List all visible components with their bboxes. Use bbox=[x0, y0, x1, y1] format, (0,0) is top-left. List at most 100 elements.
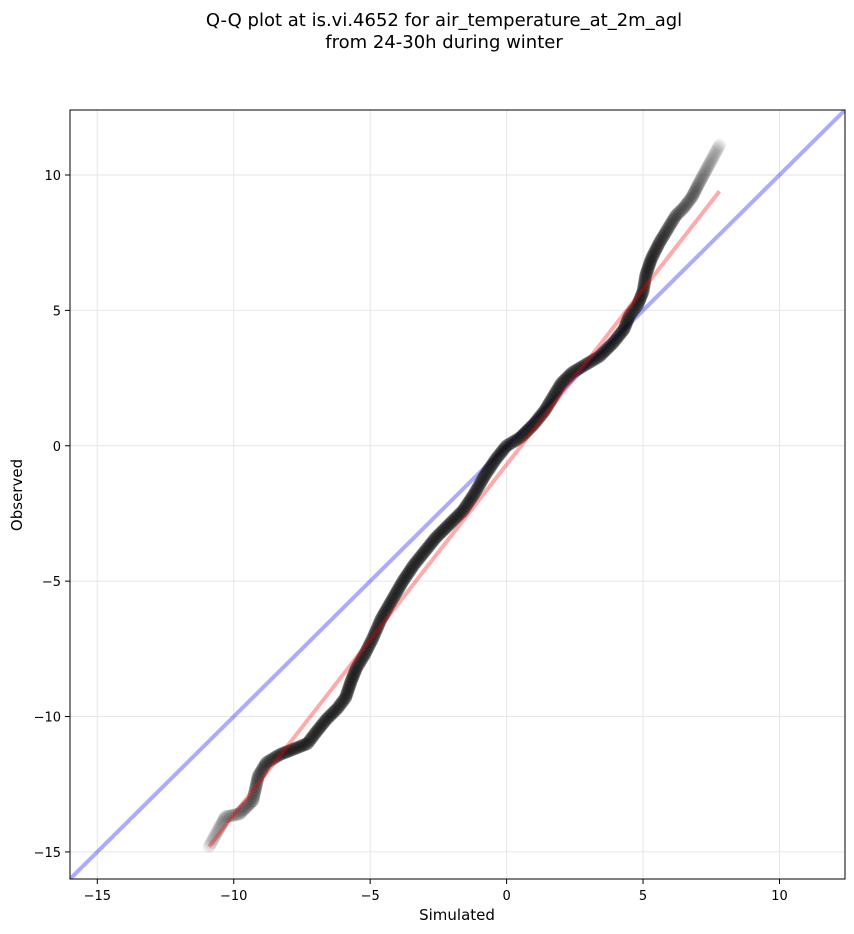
qq-point bbox=[707, 148, 721, 162]
qq-point bbox=[545, 392, 559, 406]
qq-point bbox=[310, 724, 324, 738]
qq-point bbox=[305, 731, 319, 745]
qq-point bbox=[504, 436, 518, 450]
qq-point bbox=[202, 840, 216, 854]
qq-point bbox=[486, 456, 500, 470]
qq-point bbox=[620, 315, 634, 329]
qq-point bbox=[251, 771, 265, 785]
qq-point bbox=[219, 810, 233, 824]
qq-point bbox=[429, 531, 443, 545]
qq-point bbox=[646, 248, 660, 262]
qq-point bbox=[439, 520, 453, 534]
qq-point bbox=[684, 191, 698, 205]
qq-point bbox=[360, 643, 374, 657]
qq-point bbox=[472, 478, 486, 492]
qq-point bbox=[515, 429, 529, 443]
qq-point bbox=[613, 327, 627, 341]
qq-point bbox=[637, 280, 651, 294]
qq-point bbox=[211, 824, 225, 838]
qq-point bbox=[246, 791, 260, 805]
qq-point bbox=[635, 286, 649, 300]
qq-point bbox=[257, 759, 271, 773]
qq-point bbox=[600, 342, 614, 356]
qq-point bbox=[353, 655, 367, 669]
qq-point bbox=[241, 798, 255, 812]
qq-point bbox=[389, 586, 403, 600]
qq-point bbox=[248, 782, 262, 796]
qq-point bbox=[496, 444, 510, 458]
qq-point bbox=[469, 484, 483, 498]
qq-point bbox=[654, 234, 668, 248]
qq-point bbox=[435, 525, 449, 539]
qq-point bbox=[619, 318, 633, 332]
qq-point bbox=[649, 242, 663, 256]
qq-point bbox=[621, 313, 635, 327]
qq-point bbox=[448, 511, 462, 525]
qq-point bbox=[326, 706, 340, 720]
x-axis-label: Simulated bbox=[419, 906, 495, 924]
qq-point bbox=[232, 807, 246, 821]
qq-point bbox=[478, 469, 492, 483]
qq-point bbox=[350, 661, 364, 675]
one-to-one-line bbox=[70, 110, 845, 879]
qq-point bbox=[618, 320, 632, 334]
qq-point bbox=[540, 400, 554, 414]
qq-point bbox=[387, 589, 401, 603]
qq-point bbox=[612, 329, 626, 343]
qq-point bbox=[395, 576, 409, 590]
qq-point bbox=[204, 836, 218, 850]
qq-point bbox=[263, 753, 277, 767]
qq-point bbox=[275, 747, 289, 761]
qq-point bbox=[402, 565, 416, 579]
qq-point bbox=[632, 294, 646, 308]
qq-point bbox=[640, 264, 654, 278]
qq-point bbox=[522, 422, 536, 436]
y-tick-label: 10 bbox=[44, 169, 61, 184]
qq-point bbox=[285, 743, 299, 757]
qq-point bbox=[385, 593, 399, 607]
qq-point bbox=[408, 556, 422, 570]
qq-point bbox=[579, 358, 593, 372]
qq-point bbox=[638, 273, 652, 287]
qq-point bbox=[573, 361, 587, 375]
qq-point bbox=[366, 631, 380, 645]
qq-point bbox=[461, 497, 475, 511]
qq-point bbox=[711, 140, 725, 154]
qq-point bbox=[656, 230, 670, 244]
qq-point bbox=[550, 384, 564, 398]
qq-point bbox=[712, 138, 726, 152]
qq-point bbox=[363, 637, 377, 651]
qq-point bbox=[327, 705, 341, 719]
qq-point bbox=[306, 729, 320, 743]
qq-point bbox=[371, 618, 385, 632]
qq-point bbox=[337, 692, 351, 706]
qq-point bbox=[456, 504, 470, 518]
qq-point bbox=[544, 394, 558, 408]
qq-point bbox=[373, 614, 387, 628]
qq-point bbox=[323, 709, 337, 723]
qq-point bbox=[652, 236, 666, 250]
y-tick-label: −15 bbox=[34, 846, 61, 861]
qq-point bbox=[205, 834, 219, 848]
qq-point bbox=[518, 426, 532, 440]
qq-point bbox=[651, 238, 665, 252]
qq-point bbox=[375, 610, 389, 624]
qq-point bbox=[318, 714, 332, 728]
qq-point bbox=[444, 516, 458, 530]
qq-point bbox=[556, 375, 570, 389]
qq-point bbox=[273, 747, 287, 761]
qq-point bbox=[367, 629, 381, 643]
qq-point bbox=[562, 369, 576, 383]
qq-point bbox=[235, 804, 249, 818]
qq-point bbox=[468, 486, 482, 500]
qq-point bbox=[639, 266, 653, 280]
qq-point bbox=[240, 799, 254, 813]
qq-point bbox=[678, 199, 692, 213]
qq-point bbox=[636, 282, 650, 296]
qq-point bbox=[642, 258, 656, 272]
qq-point bbox=[390, 584, 404, 598]
qq-point bbox=[631, 296, 645, 310]
qq-point bbox=[661, 222, 675, 236]
qq-point bbox=[307, 728, 321, 742]
